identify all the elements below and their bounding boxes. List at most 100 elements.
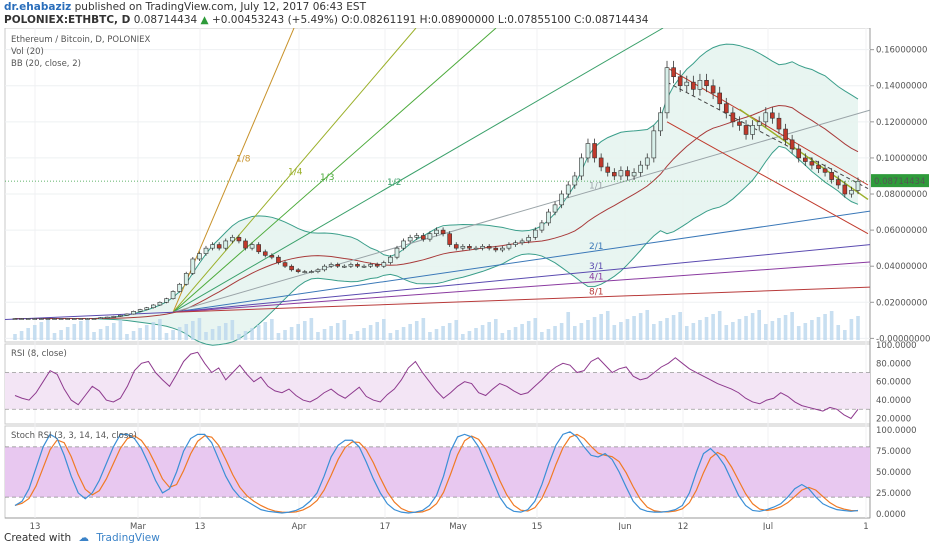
volume-bar — [388, 333, 393, 340]
x-tick-label: Mar — [130, 522, 147, 530]
volume-bar — [559, 323, 564, 340]
stoch-band — [5, 446, 870, 498]
candle-body — [32, 318, 38, 320]
volume-bar — [763, 324, 768, 340]
candle-body — [710, 85, 716, 94]
volume-bar — [302, 321, 307, 340]
volume-bar — [171, 330, 175, 340]
candle-body — [427, 233, 433, 240]
candle-body — [572, 175, 578, 186]
candle-body — [598, 157, 604, 168]
volume-bar — [698, 320, 702, 340]
gann-fan-label: 1/1 — [589, 182, 603, 192]
candle-body — [12, 318, 18, 320]
volume-bar — [434, 329, 439, 340]
tradingview-brand[interactable]: TradingView — [96, 532, 160, 544]
volume-bar — [493, 319, 498, 340]
candle-body — [763, 112, 769, 123]
candle-body — [500, 247, 505, 251]
volume-bar — [645, 310, 650, 340]
y-tick-label: 0.16000000 — [876, 46, 927, 56]
candle-body — [453, 244, 459, 249]
author-link[interactable]: dr.ehabaziz — [4, 1, 72, 13]
volume-bar — [32, 325, 37, 340]
volume-bar — [573, 326, 577, 340]
volume-bar — [461, 334, 465, 340]
candle-body — [170, 291, 176, 299]
candle-body — [559, 193, 564, 206]
candle-body — [157, 301, 163, 306]
candle-body — [585, 143, 591, 159]
x-tick-label: Apr — [292, 522, 307, 530]
candle-body — [460, 246, 466, 249]
gann-base-line — [4, 311, 174, 320]
gann-fan-label: 4/1 — [589, 272, 603, 282]
last-price: 0.08714434 — [133, 14, 198, 26]
candle-body — [151, 304, 156, 309]
candle-body — [579, 157, 584, 177]
gann-fan-label: 8/1 — [589, 287, 603, 297]
candle-body — [236, 237, 242, 242]
published-text: published on TradingView.com, July 12, 2… — [74, 1, 367, 13]
gann-fan-line — [173, 244, 871, 313]
volume-bar — [105, 326, 110, 340]
volume-bar — [803, 323, 808, 340]
bollinger-basis — [15, 105, 859, 320]
candle-body — [770, 112, 775, 119]
channel-lower — [666, 121, 869, 235]
candle-body — [289, 265, 294, 271]
rsi-y-label: 20.0000 — [876, 414, 911, 424]
volume-bar — [210, 329, 215, 340]
candle-body — [776, 117, 782, 130]
volume-bar — [362, 328, 366, 340]
volume-bar — [704, 317, 709, 340]
rsi-y-label: 60.0000 — [876, 378, 911, 388]
candle-body — [190, 258, 196, 274]
volume-bar — [414, 321, 419, 340]
y-tick-label: -0.00000000 — [876, 334, 930, 344]
volume-bar — [652, 324, 656, 340]
candle-body — [552, 204, 558, 213]
volume-bar — [592, 317, 597, 340]
candle-body — [796, 148, 802, 159]
candle-body — [605, 166, 611, 173]
volume-bar — [856, 316, 860, 340]
footer: Created with ☁ TradingView — [4, 532, 160, 544]
candle-body — [71, 318, 77, 320]
volume-bar — [223, 323, 228, 340]
candle-body — [322, 265, 327, 271]
price-change: +0.00453243 (+5.49%) — [211, 14, 338, 26]
candle-body — [137, 309, 143, 312]
candle-body — [144, 307, 150, 310]
chart-canvas[interactable]: 0.16000000 0.14000000 0.12000000 0.10000000… — [0, 28, 932, 530]
candle-body — [789, 139, 795, 150]
volume-bar — [540, 332, 544, 340]
volume-bar — [316, 332, 320, 340]
candle-body — [216, 244, 222, 249]
candle-body — [618, 170, 624, 177]
volume-bar — [638, 313, 643, 340]
volume-bar — [500, 333, 505, 340]
volume-bar — [757, 310, 762, 340]
candle-body — [407, 237, 413, 242]
candle-body — [197, 253, 202, 260]
volume-bar — [92, 332, 96, 340]
volume-bar — [566, 312, 571, 340]
candle-body — [855, 181, 861, 191]
volume-bar — [796, 326, 801, 340]
candle-body — [302, 271, 308, 273]
candle-body — [65, 318, 70, 320]
ohlc-values: O:0.08261191 H:0.08900000 L:0.07855100 C… — [341, 14, 649, 26]
volume-bar — [513, 327, 518, 340]
volume-bar — [454, 320, 459, 340]
candle-body — [58, 318, 64, 320]
candle-body — [98, 317, 103, 319]
candle-body — [519, 240, 525, 244]
x-tick-label: Jun — [617, 522, 631, 530]
candle-body — [262, 251, 268, 256]
volume-bar — [296, 324, 300, 340]
volume-bar — [843, 330, 847, 340]
candle-body — [183, 273, 189, 285]
volume-bar — [750, 313, 755, 340]
tradingview-logo-icon[interactable]: ☁ — [78, 532, 90, 544]
